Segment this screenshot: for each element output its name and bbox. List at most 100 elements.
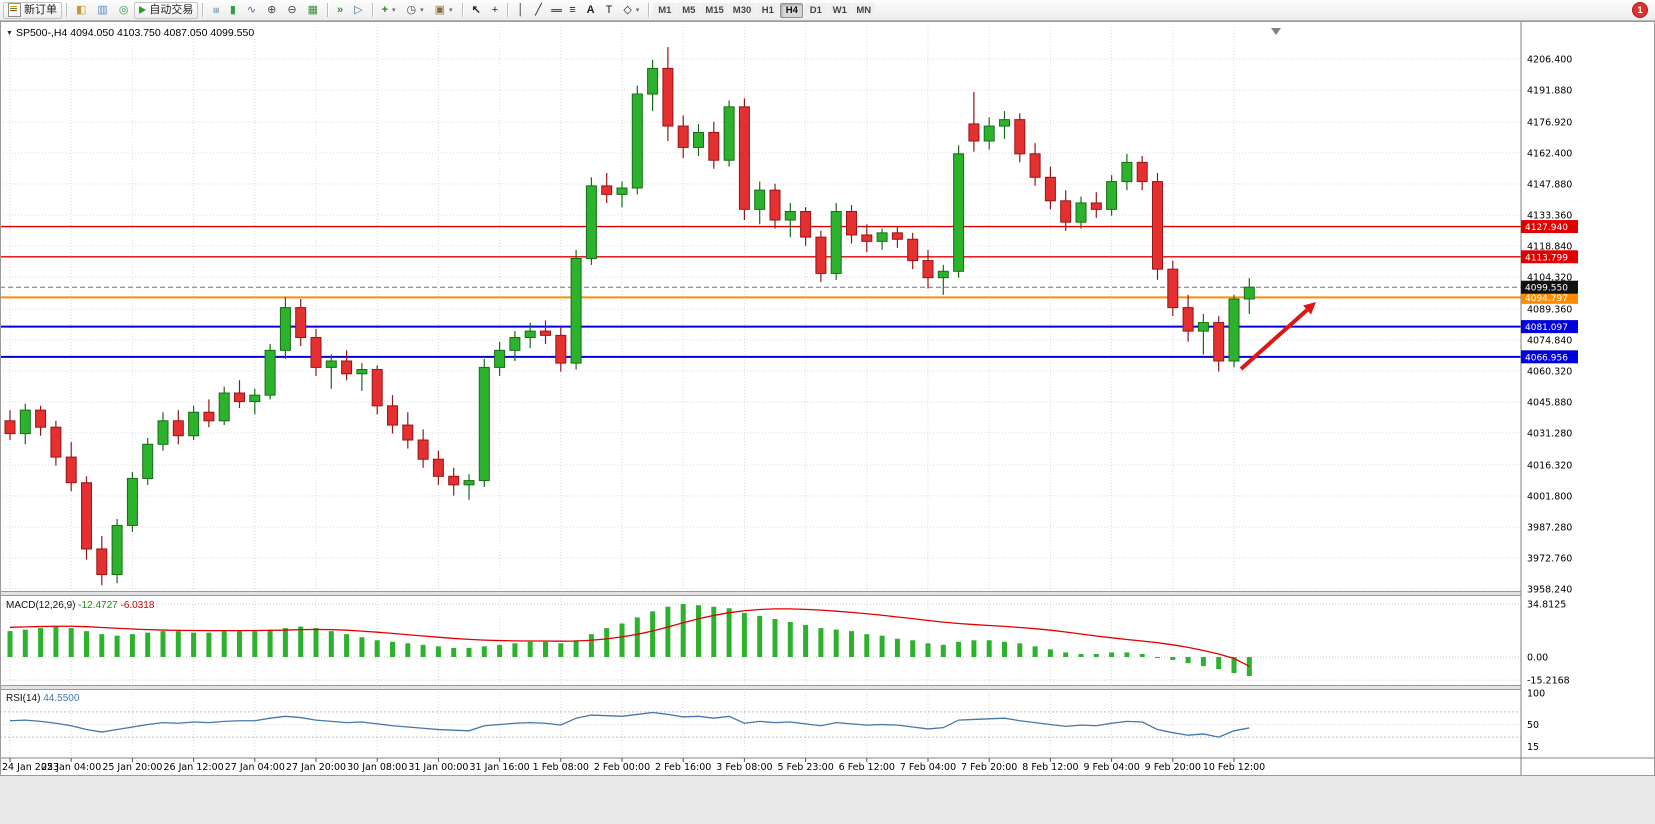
text-label-button[interactable]: T [601, 2, 618, 19]
fibonacci-button[interactable]: ≡ [564, 2, 580, 19]
svg-text:4127.940: 4127.940 [1525, 223, 1568, 233]
chart-canvas[interactable]: 4206.400 4191.880 4176.920 4162.400 4147.880… [0, 21, 1655, 824]
tile-windows-button[interactable]: ▦ [303, 2, 323, 19]
price-label: 4133.360 [1527, 210, 1572, 221]
main-toolbar: 新订单 ◧ ▥ ◎ 自动交易 ≡ ▮ ∿ ⊕ ⊖ ▦ » ▷ + ▾ ◷ ▾ ▣ ▾ ↖ + │ ╱ ∥ ≡ A T ◇… [0, 0, 1655, 21]
data-window-button[interactable]: ▥ [92, 2, 112, 19]
new-order-button[interactable]: 新订单 [3, 1, 62, 19]
pane-splitter-main-macd[interactable] [0, 591, 1655, 596]
object-buttons-group: + ▾ ◷ ▾ ▣ ▾ [377, 2, 458, 19]
toolbar-separator [326, 3, 328, 17]
svg-text:2 Feb 00:00: 2 Feb 00:00 [594, 762, 650, 773]
svg-text:6 Feb 12:00: 6 Feb 12:00 [839, 762, 895, 773]
bar-chart-button[interactable]: ≡ [207, 2, 223, 19]
price-badge-4081.097 [1521, 320, 1578, 334]
auto-scroll-button[interactable]: » [332, 2, 348, 19]
zoom-in-icon: ⊕ [267, 3, 277, 16]
crosshair-button[interactable]: + [487, 2, 503, 19]
svg-text:7 Feb 04:00: 7 Feb 04:00 [900, 762, 956, 773]
price-label: 4089.360 [1527, 304, 1572, 315]
trend-arrow-head [1303, 302, 1316, 315]
timeframe-button-m15[interactable]: M15 [701, 2, 728, 18]
timeframe-button-m5[interactable]: M5 [677, 2, 701, 18]
time-axis[interactable] [9, 758, 1235, 762]
price-badge-4113.799 [1521, 250, 1578, 264]
dropdown-arrow-icon: ▾ [635, 6, 640, 14]
candlestick-chart-button[interactable]: ▮ [225, 2, 241, 19]
indicators-add-button[interactable]: + ▾ [377, 2, 401, 19]
toolbar-separator [371, 3, 373, 17]
cursor-button[interactable]: ↖ [467, 2, 486, 19]
autotrading-label: 自动交易 [149, 3, 194, 16]
svg-text:-15.2168: -15.2168 [1527, 676, 1570, 687]
zoom-out-button[interactable]: ⊖ [282, 2, 301, 19]
pane-splitter-macd-rsi[interactable] [0, 685, 1655, 690]
new-order-icon [8, 3, 21, 17]
channel-button[interactable]: ∥ [548, 2, 564, 19]
panel-buttons-group: ◧ ▥ ◎ [71, 2, 133, 19]
chart-shift-button[interactable]: ▷ [349, 2, 367, 19]
zoom-in-button[interactable]: ⊕ [262, 2, 281, 19]
svg-text:3 Feb 08:00: 3 Feb 08:00 [716, 762, 772, 773]
trend-arrow-annotation[interactable] [1239, 308, 1309, 371]
autotrading-button[interactable]: 自动交易 [134, 1, 199, 19]
trendline-button[interactable]: ╱ [530, 2, 547, 19]
timeframe-button-d1[interactable]: D1 [804, 2, 828, 18]
price-label: 4001.800 [1527, 491, 1572, 502]
svg-text:31 Jan 00:00: 31 Jan 00:00 [408, 762, 468, 773]
svg-text:4066.956: 4066.956 [1525, 353, 1568, 363]
svg-text:1 Feb 08:00: 1 Feb 08:00 [533, 762, 589, 773]
autotrading-play-icon [139, 6, 147, 14]
svg-text:2 Feb 16:00: 2 Feb 16:00 [655, 762, 711, 773]
auto-scroll-icon: » [336, 3, 344, 16]
svg-text:4099.550: 4099.550 [1525, 284, 1568, 294]
line-chart-button[interactable]: ∿ [242, 2, 261, 19]
text-button[interactable]: A [582, 2, 600, 19]
draw-buttons-group: │ ╱ ∥ ≡ A T ◇ ▾ [512, 2, 644, 19]
vertical-line-button[interactable]: │ [512, 2, 529, 19]
rsi-line [9, 711, 1250, 738]
bar-chart-icon: ≡ [210, 6, 223, 14]
navigator-button[interactable]: ◎ [114, 2, 134, 19]
chart-shift-marker[interactable] [1271, 28, 1281, 35]
price-label: 3987.280 [1527, 522, 1572, 533]
price-label: 4176.920 [1527, 117, 1572, 128]
chart-window: 4206.400 4191.880 4176.920 4162.400 4147.880… [0, 21, 1655, 824]
price-axis[interactable] [1521, 21, 1655, 776]
timeframe-buttons-group: M1 M5 M15 M30 H1 H4 D1 W1 MN [653, 2, 876, 18]
navigator-icon: ◎ [118, 3, 129, 16]
toolbar-separator [202, 3, 204, 17]
new-order-label: 新订单 [24, 3, 57, 16]
channel-icon: ∥ [549, 7, 562, 13]
timeframe-button-m30[interactable]: M30 [728, 2, 756, 18]
bottom-empty-area [0, 776, 1655, 824]
svg-text:30 Jan 08:00: 30 Jan 08:00 [347, 762, 407, 773]
shapes-button[interactable]: ◇ ▾ [618, 2, 644, 19]
templates-icon: ▣ [434, 3, 446, 16]
horizontal-lines [0, 225, 1521, 358]
svg-text:26 Jan 12:00: 26 Jan 12:00 [164, 762, 224, 773]
timeframe-button-mn[interactable]: MN [852, 2, 876, 18]
crosshair-icon: + [491, 3, 499, 16]
timeframe-button-h4[interactable]: H4 [780, 2, 804, 18]
vertical-line-icon: │ [517, 3, 525, 16]
notification-badge[interactable]: 1 [1632, 2, 1648, 18]
timeframe-button-w1[interactable]: W1 [828, 2, 852, 18]
svg-text:4081.097: 4081.097 [1525, 323, 1568, 333]
templates-button[interactable]: ▣ ▾ [430, 2, 458, 19]
price-label: 4162.400 [1527, 148, 1572, 159]
svg-text:4094.797: 4094.797 [1525, 294, 1568, 304]
svg-text:50: 50 [1527, 720, 1539, 731]
svg-text:34.8125: 34.8125 [1527, 600, 1566, 611]
timeframe-button-m1[interactable]: M1 [653, 2, 677, 18]
market-watch-button[interactable]: ◧ [71, 2, 91, 19]
price-label: 4045.880 [1527, 397, 1572, 408]
scroll-buttons-group: » ▷ [332, 2, 368, 19]
price-label: 3958.240 [1527, 585, 1572, 596]
periods-button[interactable]: ◷ ▾ [402, 2, 429, 19]
svg-text:9 Feb 20:00: 9 Feb 20:00 [1145, 762, 1201, 773]
fibonacci-icon: ≡ [569, 3, 576, 16]
svg-text:27 Jan 04:00: 27 Jan 04:00 [225, 762, 285, 773]
svg-text:9 Feb 04:00: 9 Feb 04:00 [1083, 762, 1139, 773]
timeframe-button-h1[interactable]: H1 [756, 2, 780, 18]
